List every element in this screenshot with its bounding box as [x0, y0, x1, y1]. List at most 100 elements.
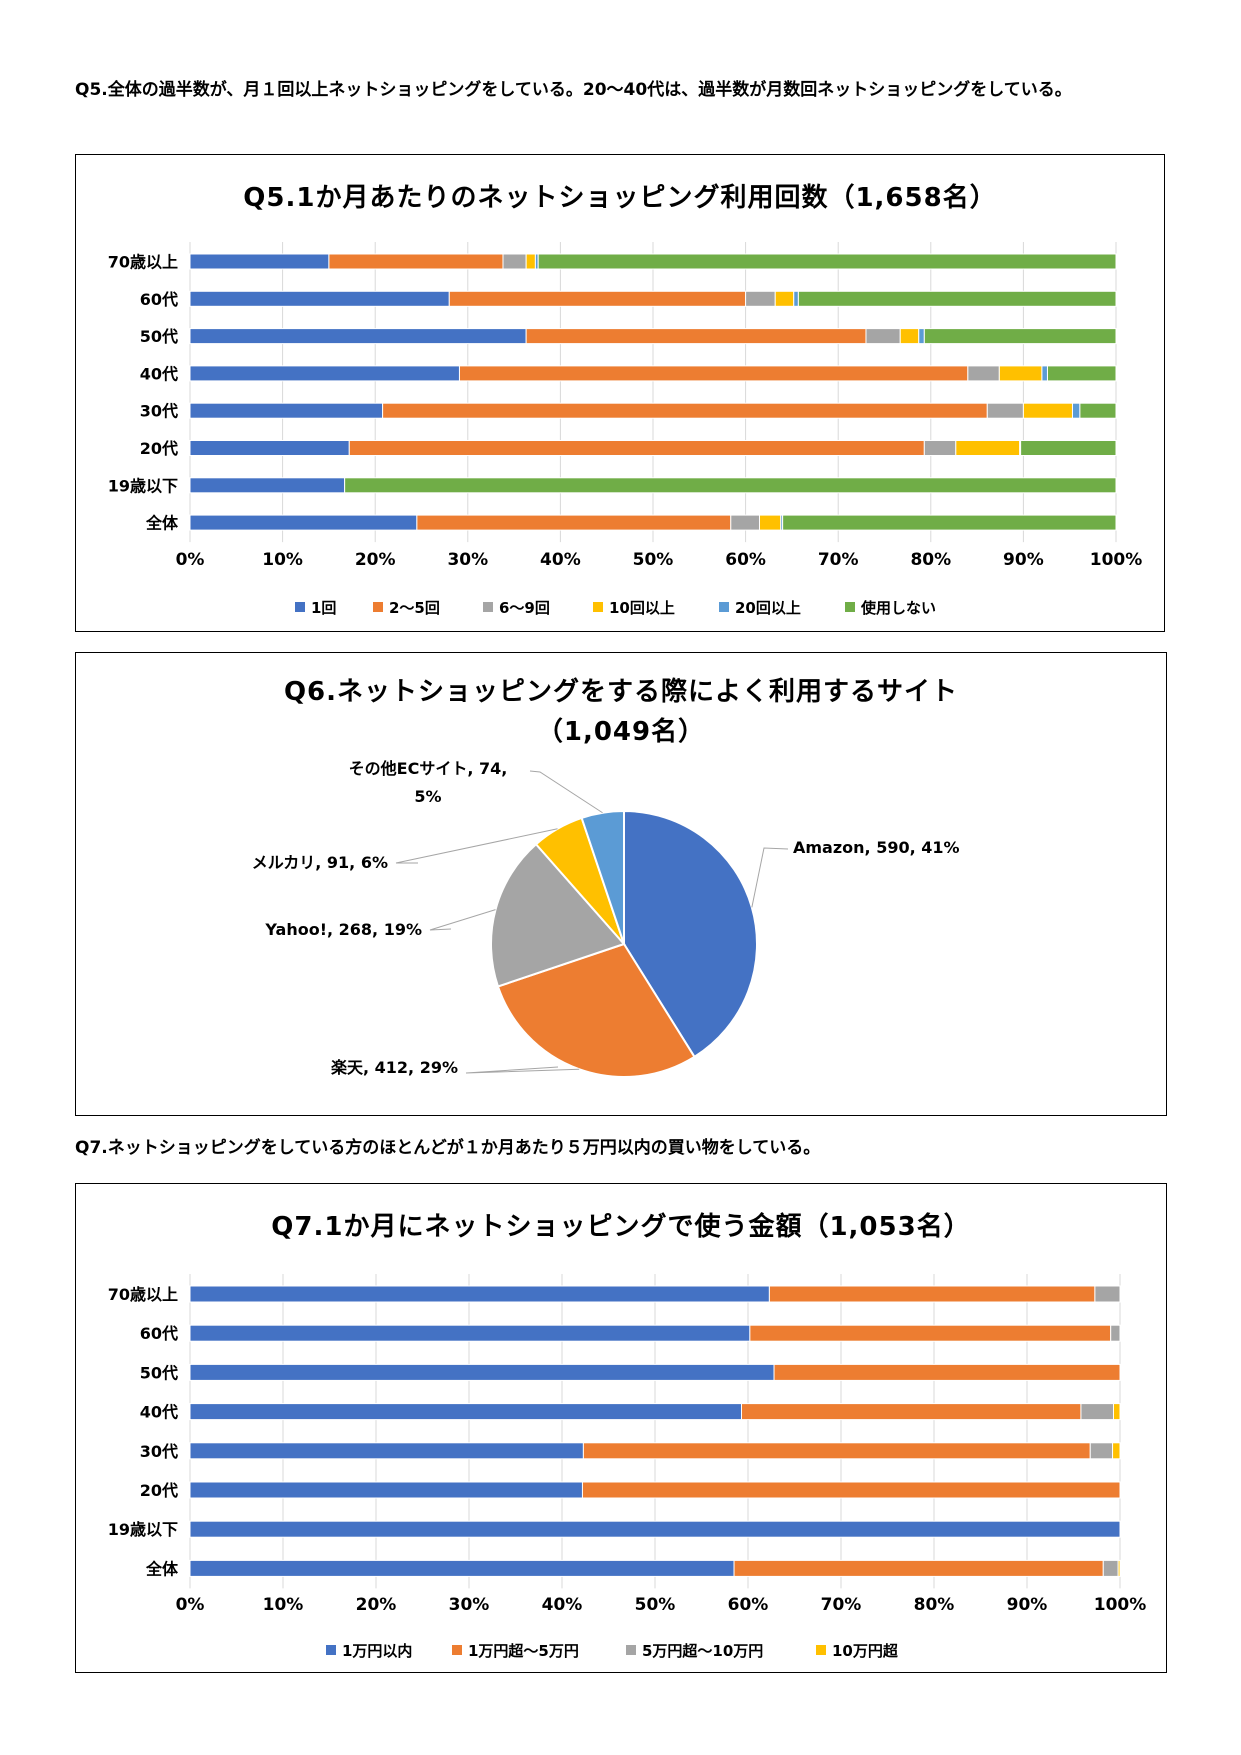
q7-bar-segment — [189, 1520, 1121, 1538]
q7-bar-segment — [749, 1324, 1112, 1342]
q7-legend-label: 1万円以内 — [342, 1642, 412, 1660]
q5-bar-segment — [758, 514, 782, 531]
q7-x-tick-label: 10% — [263, 1595, 304, 1615]
q7-bar-segment — [740, 1403, 1082, 1421]
q7-bar-segment — [1080, 1403, 1114, 1421]
q7-legend-label: 1万円超～5万円 — [468, 1642, 579, 1660]
q5-bar-segment — [344, 477, 1117, 494]
q5-bar-segment — [782, 514, 1117, 531]
q5-bar-segment — [745, 290, 776, 307]
q6-leader-line — [465, 1066, 580, 1074]
q6-data-label: メルカリ, 91, 6% — [252, 853, 388, 872]
q7-bar-segment — [189, 1403, 742, 1421]
q5-x-tick-label: 0% — [176, 550, 205, 570]
q6-data-label: 5% — [414, 787, 441, 806]
q6-pie-slice — [490, 842, 626, 988]
q6-chart-frame: Q6.ネットショッピングをする際によく利用するサイト （1,049名） Amaz… — [75, 652, 1167, 1116]
q5-category-label: 19歳以下 — [108, 476, 178, 495]
q6-data-label: 楽天, 412, 29% — [330, 1058, 458, 1077]
q5-bar-segment — [1041, 365, 1048, 382]
q7-bar-segment — [582, 1442, 1091, 1460]
q7-category-label: 30代 — [140, 1442, 178, 1461]
q5-bar-segment — [448, 290, 747, 307]
q7-bar-chart: 0% 10% 20% 30% 40% 50% 60% 70% 80% 90% 100% 70歳以上 60… — [108, 1274, 1147, 1660]
q5-legend-label: 1回 — [311, 599, 336, 617]
q5-bar-segment — [416, 514, 732, 531]
q5-bar-segment — [525, 328, 867, 345]
q7-category-label: 60代 — [140, 1324, 178, 1343]
q7-x-tick-label: 0% — [176, 1595, 205, 1615]
q7-bar-segment — [1117, 1559, 1121, 1577]
q7-summary-paragraph: Q7.ネットショッピングをしている方のほとんどが１か月あたり５万円以内の買い物を… — [75, 1138, 821, 1158]
q7-category-label: 19歳以下 — [108, 1520, 178, 1539]
q5-x-tick-label: 40% — [540, 550, 581, 570]
q5-bar-chart: 0% 10% 20% 30% 40% 50% 60% 70% 80% 90% 100% 70歳以上 60… — [108, 242, 1142, 617]
q5-category-label: 30代 — [140, 402, 178, 421]
q5-legend-swatch — [845, 602, 855, 612]
q5-x-tick-label: 90% — [1003, 550, 1044, 570]
q7-bar-segment — [1089, 1442, 1114, 1460]
q5-x-tick-label: 80% — [910, 550, 951, 570]
q5-bar-segment — [382, 402, 988, 419]
q5-legend-swatch — [373, 602, 383, 612]
q5-bar-segment — [525, 253, 536, 270]
q6-chart-subtitle: （1,049名） — [536, 717, 706, 747]
q6-pie-slice — [580, 809, 625, 945]
q5-legend-label: 20回以上 — [735, 599, 801, 617]
q6-data-label: Yahoo!, 268, 19% — [264, 920, 422, 939]
q7-legend-swatch — [816, 1645, 826, 1655]
q5-bar-segment — [923, 440, 957, 456]
q7-bar-segment — [773, 1363, 1121, 1381]
q5-bar-segment — [1046, 365, 1117, 382]
q7-x-tick-label: 20% — [356, 1595, 397, 1615]
q7-x-tick-label: 70% — [821, 1595, 862, 1615]
q5-bar-segment — [967, 365, 1000, 382]
q7-bar-segment — [189, 1324, 751, 1342]
q7-bar-segment — [581, 1481, 1121, 1499]
q6-leader-line — [395, 828, 558, 864]
q5-bar-segment — [189, 365, 460, 382]
q5-legend-label: 10回以上 — [609, 599, 675, 617]
q5-bar-segment — [793, 290, 799, 307]
q7-bar-segment — [1112, 1403, 1121, 1421]
q7-category-label: 50代 — [140, 1363, 178, 1382]
q5-bar-segment — [1020, 440, 1117, 456]
q5-bar-segment — [730, 514, 760, 531]
q7-bar-segment — [733, 1559, 1104, 1577]
q5-bar-segment — [189, 477, 346, 494]
q5-bar-segment — [189, 402, 384, 419]
q5-bar-segment — [1071, 402, 1081, 419]
q5-legend-label: 2～5回 — [389, 599, 440, 617]
q5-chart-title: Q5.1か月あたりのネットショッピング利用回数（1,658名） — [243, 183, 997, 213]
q5-bar-segment — [774, 290, 795, 307]
q7-x-tick-label: 100% — [1094, 1595, 1147, 1615]
q5-bar-segment — [918, 328, 925, 345]
q6-data-label: Amazon, 590, 41% — [793, 838, 960, 857]
q7-bar-segment — [189, 1481, 583, 1499]
q5-category-label: 60代 — [140, 290, 178, 309]
q7-bar-segment — [189, 1442, 584, 1460]
q5-bar-segment — [865, 328, 901, 345]
q7-bar-segment — [189, 1285, 770, 1303]
q5-bar-segment — [537, 253, 1117, 270]
q5-category-label: 20代 — [140, 439, 178, 458]
q5-x-tick-label: 50% — [633, 550, 674, 570]
q7-x-tick-label: 60% — [728, 1595, 769, 1615]
q7-bar-segment — [189, 1363, 775, 1381]
q7-x-tick-label: 40% — [542, 1595, 583, 1615]
q7-chart-title: Q7.1か月にネットショッピングで使う金額（1,053名） — [271, 1212, 971, 1242]
q5-x-tick-label: 10% — [262, 550, 303, 570]
q7-category-label: 70歳以上 — [108, 1285, 178, 1304]
q5-legend-label: 6～9回 — [499, 599, 550, 617]
q6-chart-title: Q6.ネットショッピングをする際によく利用するサイト — [283, 677, 959, 707]
q7-legend-label: 10万円超 — [832, 1642, 899, 1660]
q7-x-tick-label: 30% — [449, 1595, 490, 1615]
q5-legend-swatch — [295, 602, 305, 612]
q7-legend-swatch — [452, 1645, 462, 1655]
q5-x-tick-label: 30% — [447, 550, 488, 570]
q7-legend-swatch — [626, 1645, 636, 1655]
q5-x-tick-label: 20% — [355, 550, 396, 570]
q7-bar-segment — [1102, 1559, 1119, 1577]
q5-bar-segment — [189, 253, 330, 270]
q5-bar-segment — [797, 290, 1117, 307]
